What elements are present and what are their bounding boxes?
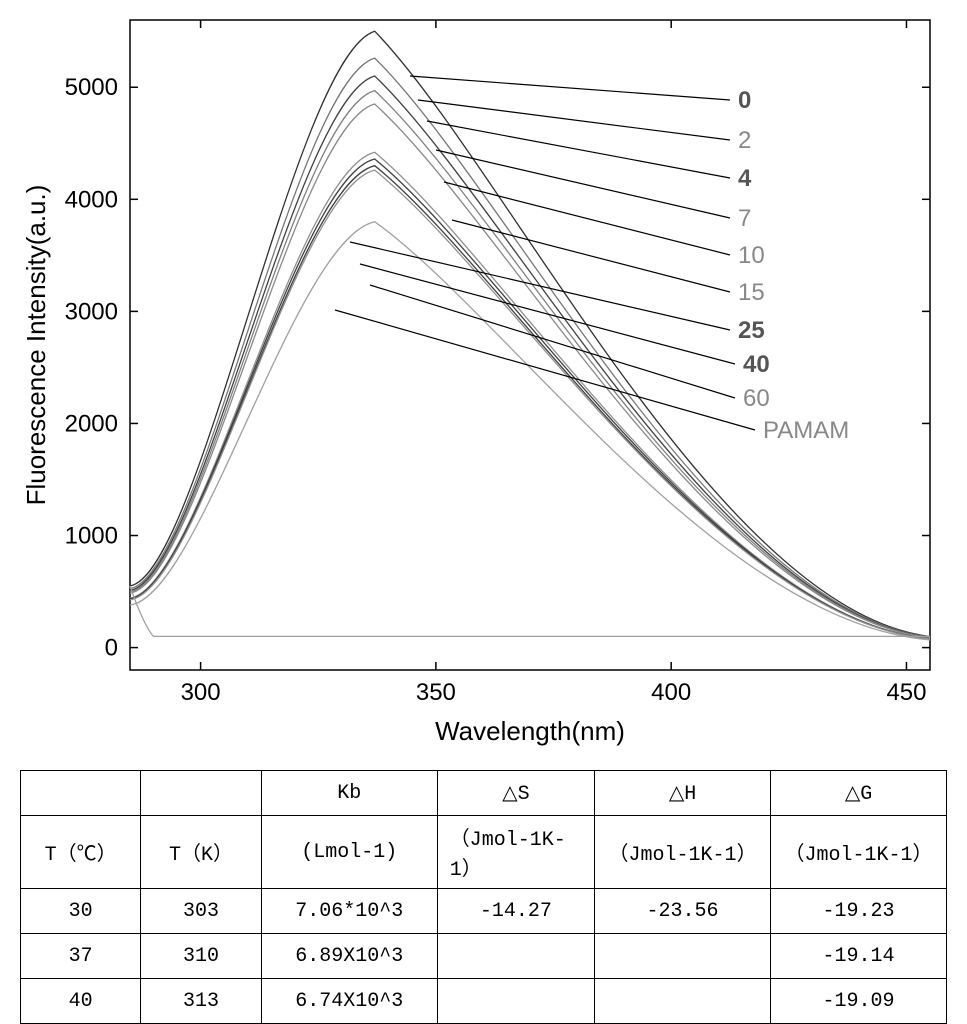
table-cell: 40 xyxy=(21,979,141,1024)
table-row: 30 303 7.06*10^3 -14.27 -23.56 -19.23 xyxy=(21,889,947,934)
table-cell: -14.27 xyxy=(437,889,594,934)
table-cell: -19.14 xyxy=(771,934,947,979)
table-cell: T（K） xyxy=(141,816,261,889)
svg-text:4: 4 xyxy=(738,165,752,192)
table-cell xyxy=(595,979,771,1024)
table-cell: -19.23 xyxy=(771,889,947,934)
table-header-row-1: Kb △S △H △G xyxy=(21,771,947,816)
table-cell: 303 xyxy=(141,889,261,934)
svg-text:400: 400 xyxy=(651,679,691,706)
svg-text:1000: 1000 xyxy=(65,523,118,550)
table-cell: 7.06*10^3 xyxy=(261,889,437,934)
table-cell xyxy=(141,771,261,816)
svg-text:25: 25 xyxy=(738,317,765,344)
fluorescence-chart: 300350400450010002000300040005000Wavelen… xyxy=(0,0,967,770)
table-cell: （Jmol-1K-1） xyxy=(771,816,947,889)
svg-text:Wavelength(nm): Wavelength(nm) xyxy=(435,716,625,746)
svg-text:4000: 4000 xyxy=(65,186,118,213)
svg-text:7: 7 xyxy=(738,205,751,232)
table-cell: 6.89X10^3 xyxy=(261,934,437,979)
table-row: 40 313 6.74X10^3 -19.09 xyxy=(21,979,947,1024)
svg-text:2000: 2000 xyxy=(65,410,118,437)
svg-text:350: 350 xyxy=(416,679,456,706)
table-cell xyxy=(21,771,141,816)
svg-text:450: 450 xyxy=(886,679,926,706)
table-cell: （Jmol-1K-1） xyxy=(437,816,594,889)
table-cell: -23.56 xyxy=(595,889,771,934)
table-cell: （Jmol-1K-1） xyxy=(595,816,771,889)
table-cell: △H xyxy=(595,771,771,816)
table-header-row-2: T（℃） T（K） (Lmol-1) （Jmol-1K-1） （Jmol-1K-… xyxy=(21,816,947,889)
table-cell: △G xyxy=(771,771,947,816)
svg-text:2: 2 xyxy=(738,127,751,154)
table-cell: 37 xyxy=(21,934,141,979)
thermodynamics-table: Kb △S △H △G T（℃） T（K） (Lmol-1) （Jmol-1K-… xyxy=(20,770,947,1024)
svg-text:60: 60 xyxy=(743,385,770,412)
table-cell: (Lmol-1) xyxy=(261,816,437,889)
table-cell: 30 xyxy=(21,889,141,934)
table-cell: 6.74X10^3 xyxy=(261,979,437,1024)
table-cell xyxy=(437,934,594,979)
table-cell: 313 xyxy=(141,979,261,1024)
table-cell: Kb xyxy=(261,771,437,816)
svg-text:PAMAM: PAMAM xyxy=(763,417,849,444)
table-cell xyxy=(595,934,771,979)
table-cell: T（℃） xyxy=(21,816,141,889)
svg-text:5000: 5000 xyxy=(65,74,118,101)
table-cell: 310 xyxy=(141,934,261,979)
svg-text:0: 0 xyxy=(738,87,751,114)
svg-text:3000: 3000 xyxy=(65,298,118,325)
svg-text:0: 0 xyxy=(105,635,118,662)
table-cell xyxy=(437,979,594,1024)
svg-text:Fluorescence Intensity(a.u.): Fluorescence Intensity(a.u.) xyxy=(21,185,51,506)
svg-text:40: 40 xyxy=(743,351,770,378)
svg-text:300: 300 xyxy=(181,679,221,706)
svg-text:15: 15 xyxy=(738,279,765,306)
svg-text:10: 10 xyxy=(738,242,765,269)
table-row: 37 310 6.89X10^3 -19.14 xyxy=(21,934,947,979)
table-cell: -19.09 xyxy=(771,979,947,1024)
table-cell: △S xyxy=(437,771,594,816)
